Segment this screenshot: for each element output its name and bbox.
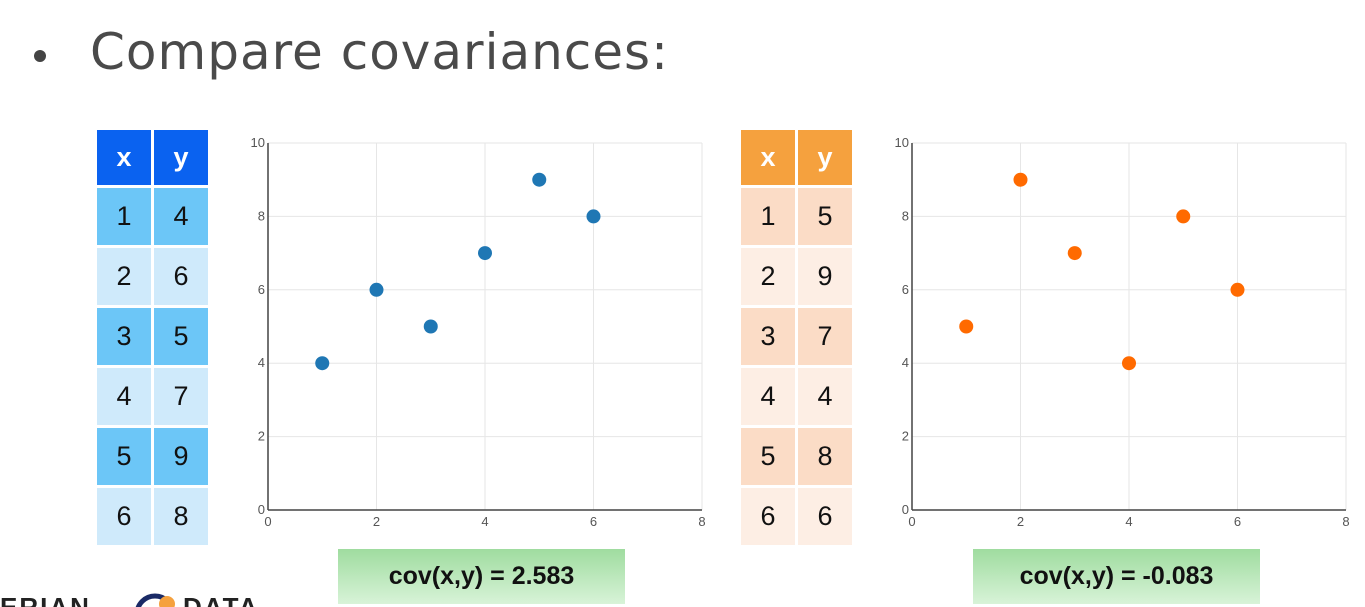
x-tick-label: 4 xyxy=(481,514,488,529)
column-header-y: y xyxy=(798,130,852,185)
table-cell: 6 xyxy=(97,488,151,545)
left-covariance-label: cov(x,y) = 2.583 xyxy=(338,549,625,604)
x-tick-label: 2 xyxy=(373,514,380,529)
table-row: 1 4 xyxy=(97,188,208,245)
table-cell: 4 xyxy=(154,188,208,245)
table-cell: 1 xyxy=(97,188,151,245)
column-header-y: y xyxy=(154,130,208,185)
y-tick-label: 0 xyxy=(902,502,909,517)
bullet-icon xyxy=(34,50,46,62)
x-tick-label: 8 xyxy=(698,514,705,529)
column-header-x: x xyxy=(97,130,151,185)
table-cell: 6 xyxy=(154,248,208,305)
table-header-row: x y xyxy=(97,130,208,185)
table-cell: 5 xyxy=(741,428,795,485)
table-cell: 7 xyxy=(154,368,208,425)
y-tick-label: 6 xyxy=(258,282,265,297)
table-cell: 5 xyxy=(154,308,208,365)
table-cell: 4 xyxy=(741,368,795,425)
x-tick-label: 2 xyxy=(1017,514,1024,529)
table-cell: 6 xyxy=(741,488,795,545)
x-tick-label: 6 xyxy=(590,514,597,529)
table-cell: 4 xyxy=(97,368,151,425)
x-tick-label: 0 xyxy=(908,514,915,529)
right-data-table: x y 1 5 2 9 3 7 4 4 5 8 6 6 xyxy=(741,130,852,548)
data-point xyxy=(1122,356,1136,371)
logo-text-left: ERIAN xyxy=(0,592,91,607)
data-point xyxy=(369,282,384,297)
logo-mark-icon xyxy=(135,593,175,607)
y-tick-label: 0 xyxy=(258,502,265,517)
table-cell: 9 xyxy=(798,248,852,305)
table-cell: 7 xyxy=(798,308,852,365)
brand-logo: ERIAN DATA xyxy=(0,590,300,607)
table-cell: 1 xyxy=(741,188,795,245)
data-point xyxy=(423,319,438,334)
data-point xyxy=(532,172,547,187)
right-scatter-svg: 0 2 4 6 8 0 2 4 6 8 10 xyxy=(895,135,1350,529)
table-cell: 5 xyxy=(798,188,852,245)
title-row: Compare covariances: xyxy=(34,14,669,90)
x-tick-label: 8 xyxy=(1342,514,1349,529)
y-tick-label: 4 xyxy=(902,355,909,370)
y-tick-label: 8 xyxy=(902,208,909,223)
column-header-x: x xyxy=(741,130,795,185)
table-cell: 9 xyxy=(154,428,208,485)
left-scatter-svg: 0 2 4 6 8 0 2 4 6 8 10 xyxy=(251,135,706,529)
table-row: 2 9 xyxy=(741,248,852,305)
table-cell: 2 xyxy=(97,248,151,305)
table-row: 2 6 xyxy=(97,248,208,305)
left-data-table: x y 1 4 2 6 3 5 4 7 5 9 6 8 xyxy=(97,130,208,548)
table-row: 4 7 xyxy=(97,368,208,425)
table-cell: 4 xyxy=(798,368,852,425)
x-tick-label: 0 xyxy=(264,514,271,529)
logo-text-right: DATA xyxy=(183,592,260,607)
y-tick-label: 2 xyxy=(902,429,909,444)
page-title: Compare covariances: xyxy=(90,23,669,81)
table-row: 4 4 xyxy=(741,368,852,425)
table-row: 6 6 xyxy=(741,488,852,545)
table-cell: 5 xyxy=(97,428,151,485)
table-cell: 3 xyxy=(97,308,151,365)
data-point xyxy=(1013,172,1028,187)
x-tick-label: 4 xyxy=(1125,514,1132,529)
y-tick-label: 8 xyxy=(258,208,265,223)
y-tick-label: 4 xyxy=(258,355,265,370)
right-scatter-plot: 0 2 4 6 8 0 2 4 6 8 10 xyxy=(890,135,1350,530)
y-tick-label: 10 xyxy=(895,135,909,150)
data-point xyxy=(959,319,974,334)
table-row: 1 5 xyxy=(741,188,852,245)
table-row: 5 9 xyxy=(97,428,208,485)
table-row: 3 5 xyxy=(97,308,208,365)
table-row: 6 8 xyxy=(97,488,208,545)
data-point xyxy=(315,356,330,371)
data-point xyxy=(478,246,492,261)
table-cell: 8 xyxy=(154,488,208,545)
table-row: 3 7 xyxy=(741,308,852,365)
y-tick-label: 2 xyxy=(258,429,265,444)
y-tick-label: 6 xyxy=(902,282,909,297)
y-tick-label: 10 xyxy=(251,135,265,150)
data-point xyxy=(1067,246,1082,261)
table-cell: 2 xyxy=(741,248,795,305)
table-cell: 8 xyxy=(798,428,852,485)
x-tick-label: 6 xyxy=(1234,514,1241,529)
table-row: 5 8 xyxy=(741,428,852,485)
table-cell: 6 xyxy=(798,488,852,545)
data-point xyxy=(1176,209,1191,224)
data-point xyxy=(586,209,601,224)
table-header-row: x y xyxy=(741,130,852,185)
left-scatter-plot: 0 2 4 6 8 0 2 4 6 8 10 xyxy=(246,135,706,530)
data-point xyxy=(1230,282,1245,297)
table-cell: 3 xyxy=(741,308,795,365)
right-covariance-label: cov(x,y) = -0.083 xyxy=(973,549,1260,604)
